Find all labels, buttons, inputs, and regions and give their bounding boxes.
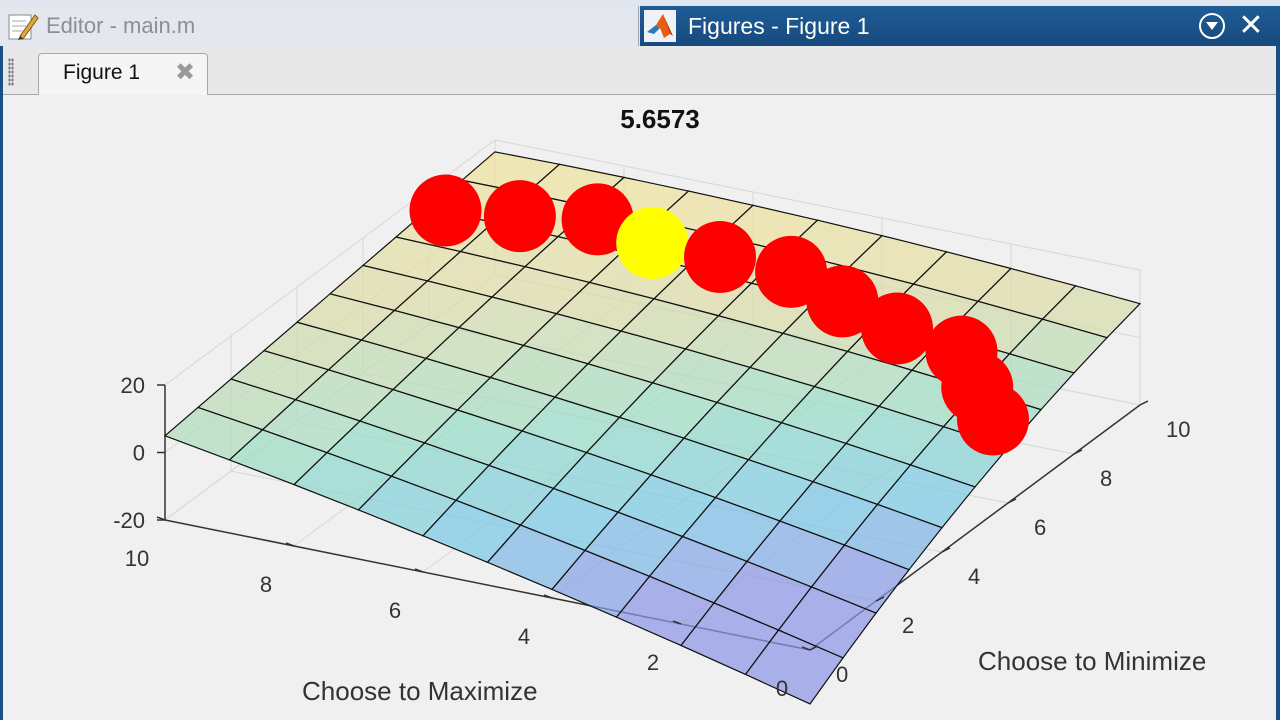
y-tick-mark <box>809 645 819 651</box>
figure-canvas[interactable]: 0 2 4 6 8 10 0 2 4 6 8 10 -20 0 20 <box>3 95 1276 720</box>
y-tick-label: 6 <box>1034 515 1046 540</box>
x-tick-label: 10 <box>125 546 149 571</box>
point-marker <box>561 183 634 256</box>
x-tick-label: 2 <box>647 650 659 675</box>
point-marker <box>616 207 689 280</box>
y-tick-label: 8 <box>1100 466 1112 491</box>
editor-tab[interactable]: Editor - main.m <box>0 6 639 46</box>
grid-line <box>494 139 1141 271</box>
y-axis-label: Choose to Minimize <box>978 646 1207 676</box>
y-tick-mark <box>941 547 951 553</box>
x-tick-mark <box>543 594 553 599</box>
x-tick-label: 8 <box>260 572 272 597</box>
point-marker <box>806 265 879 338</box>
point-marker <box>957 383 1029 456</box>
window-frame-right <box>1276 46 1280 720</box>
tab-close-icon[interactable]: ✖ <box>175 59 196 86</box>
x-tick-mark <box>414 568 424 573</box>
x-tick-mark <box>801 646 811 651</box>
surface-plot[interactable]: 0 2 4 6 8 10 0 2 4 6 8 10 -20 0 20 <box>3 95 1276 720</box>
y-tick-label: 4 <box>968 564 980 589</box>
x-tick-label: 4 <box>518 624 530 649</box>
y-tick-mark <box>1139 400 1149 406</box>
y-tick-mark <box>875 596 885 602</box>
y-tick-mark <box>1073 449 1083 455</box>
close-icon[interactable]: ✕ <box>1238 9 1264 42</box>
y-tick-label: 0 <box>836 662 848 687</box>
figures-window-tab[interactable]: Figures - Figure 1 ✕ <box>640 6 1280 46</box>
document-tab-bar <box>3 46 1276 95</box>
surface-patch <box>744 629 844 705</box>
figures-window-title: Figures - Figure 1 <box>688 12 870 39</box>
editor-tab-label: Editor - main.m <box>46 13 196 38</box>
pencil-icon <box>8 14 39 40</box>
y-tick-label: 2 <box>902 613 914 638</box>
plot-title: 5.6573 <box>620 104 700 134</box>
z-tick-label: 0 <box>133 441 145 466</box>
point-marker <box>684 221 756 293</box>
figure-tab-label: Figure 1 <box>63 61 141 84</box>
z-tick-label: 20 <box>121 373 145 398</box>
x-tick-label: 0 <box>776 676 788 701</box>
z-tick-label: -20 <box>113 508 145 533</box>
y-tick-mark <box>1007 498 1017 504</box>
point-marker <box>483 180 556 253</box>
drag-grip-icon[interactable] <box>8 58 14 86</box>
matlab-logo-icon <box>644 10 676 42</box>
chevron-down-circle-icon[interactable] <box>1199 13 1225 39</box>
point-marker <box>861 292 933 365</box>
x-axis-label: Choose to Maximize <box>302 676 538 706</box>
y-tick-label: 10 <box>1166 417 1190 442</box>
point-marker <box>409 174 482 247</box>
x-tick-mark <box>672 620 682 625</box>
tab-figure-1[interactable]: Figure 1 ✖ <box>38 53 208 95</box>
x-tick-label: 6 <box>389 598 401 623</box>
window-frame-left <box>0 46 3 720</box>
x-tick-mark <box>285 542 295 547</box>
